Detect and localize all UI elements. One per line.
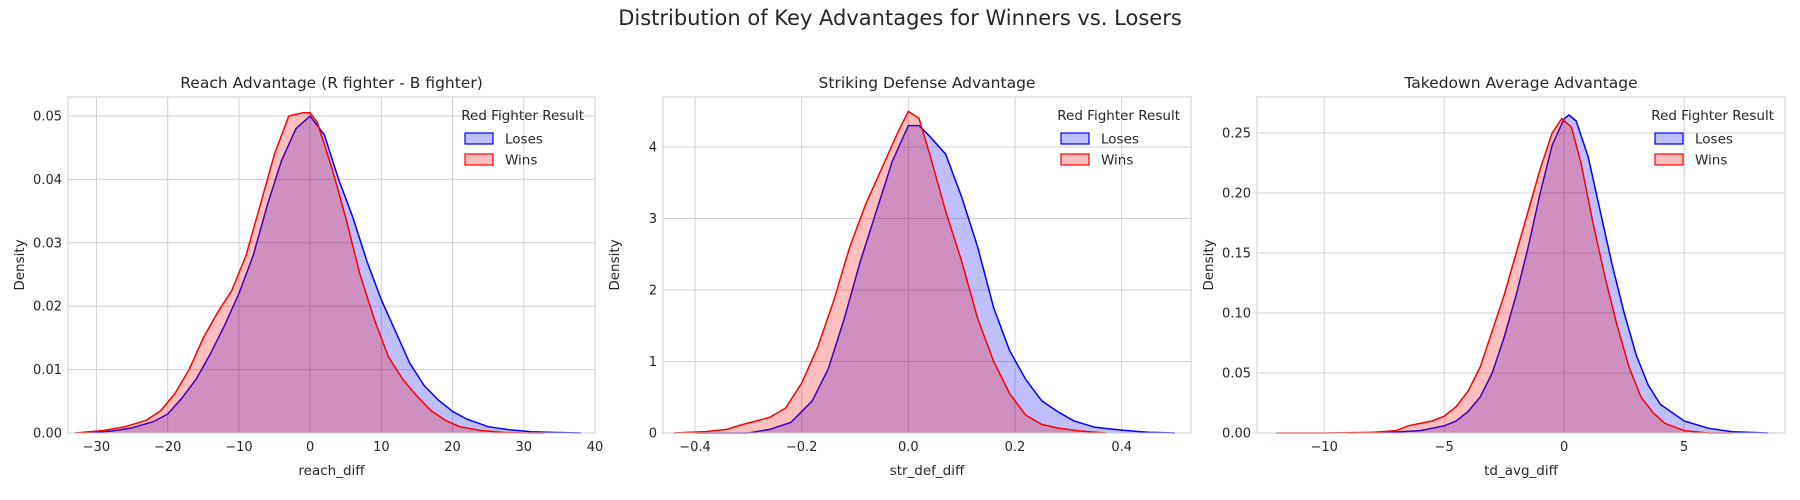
y-tick-label: 0.20	[1222, 187, 1251, 202]
y-tick-label: 0.04	[33, 173, 62, 188]
y-tick-label: 0.10	[1222, 307, 1251, 322]
x-tick-label: 30	[516, 440, 533, 455]
plot-frame	[1256, 96, 1786, 434]
x-tick-label: −30	[83, 440, 110, 455]
chart-title: Reach Advantage (R fighter - B fighter)	[180, 74, 483, 92]
x-axis-label: reach_diff	[298, 463, 365, 479]
x-tick-label: 40	[587, 440, 604, 455]
y-tick-label: 0.01	[33, 363, 62, 378]
series-line-wins	[673, 110, 1106, 434]
series-area-loses	[1348, 115, 1769, 433]
y-axis-label: Density	[607, 239, 623, 290]
y-tick-label: 0.00	[33, 427, 62, 442]
y-tick-label: 0	[649, 427, 657, 442]
chart-panel-3: −10 −5 0 5 0.00 0.05 0.10 0.15 0.20 0.25 Takedown …	[1201, 74, 1786, 479]
legend-swatch-wins	[464, 153, 494, 166]
x-tick-label: 0	[1560, 440, 1568, 455]
y-tick-label: 0.00	[1222, 427, 1251, 442]
legend-label-wins: Wins	[1101, 153, 1133, 169]
legend-swatch-wins	[1654, 153, 1684, 166]
x-tick-label: −20	[154, 440, 181, 455]
legend-swatch-loses	[464, 132, 494, 145]
series-area-wins	[673, 111, 1106, 434]
figure-title: Distribution of Key Advantages for Winne…	[618, 6, 1182, 30]
legend-title: Red Fighter Result	[1651, 108, 1774, 124]
y-tick-label: 2	[649, 284, 657, 299]
y-tick-label: 1	[649, 355, 657, 370]
x-tick-label: −10	[1310, 440, 1337, 455]
x-tick-label: −10	[225, 440, 252, 455]
y-axis-label: Density	[12, 239, 28, 290]
x-tick-label: −5	[1435, 440, 1454, 455]
y-tick-label: 0.25	[1222, 127, 1251, 142]
x-tick-label: 0	[306, 440, 314, 455]
legend-title: Red Fighter Result	[1057, 108, 1180, 124]
series-line-loses	[1348, 114, 1769, 434]
legend-swatch-loses	[1654, 132, 1684, 145]
x-tick-label: 20	[444, 440, 461, 455]
x-tick-label: 0.2	[1005, 440, 1026, 455]
y-tick-label: 0.15	[1222, 247, 1251, 262]
plot-frame	[662, 96, 1192, 434]
legend-label-wins: Wins	[505, 153, 537, 169]
legend-label-loses: Loses	[1695, 132, 1733, 148]
y-tick-label: 4	[649, 141, 657, 156]
x-tick-label: −0.4	[679, 440, 711, 455]
x-tick-label: 0.4	[1111, 440, 1132, 455]
y-tick-label: 0.05	[33, 110, 62, 125]
x-axis-label: str_def_diff	[890, 463, 965, 479]
legend-label-loses: Loses	[505, 132, 543, 148]
chart-panel-1: −30 −20 −10 0 10 20 30 40 0.00 0.01 0.02 0.03 0.04 0.…	[12, 74, 603, 479]
series-area-loses	[695, 125, 1175, 433]
chart-title: Striking Defense Advantage	[819, 74, 1036, 92]
series-line-wins	[75, 112, 546, 434]
series-line-loses	[82, 114, 581, 434]
y-tick-label: 0.02	[33, 300, 62, 315]
y-tick-label: 0.03	[33, 236, 62, 251]
chart-title: Takedown Average Advantage	[1403, 74, 1637, 92]
legend-label-loses: Loses	[1101, 132, 1139, 148]
series-area-loses	[82, 116, 581, 433]
legend-title: Red Fighter Result	[461, 108, 584, 124]
y-tick-label: 3	[649, 212, 657, 227]
plot-frame	[67, 96, 596, 434]
chart-panel-2: −0.4 −0.2 0.0 0.2 0.4 0 1 2 3 4 Striking Defense A…	[607, 74, 1192, 479]
x-axis-label: td_avg_diff	[1484, 463, 1559, 479]
legend-label-wins: Wins	[1695, 153, 1727, 169]
series-area-wins	[75, 112, 546, 434]
series-line-wins	[1276, 117, 1733, 434]
series-area-wins	[1276, 118, 1733, 433]
series-line-loses	[695, 124, 1176, 434]
y-axis-label: Density	[1201, 239, 1217, 290]
x-tick-label: 5	[1680, 440, 1688, 455]
x-tick-label: 10	[373, 440, 390, 455]
legend-swatch-wins	[1060, 153, 1090, 166]
x-tick-label: 0.0	[898, 440, 919, 455]
legend-swatch-loses	[1060, 132, 1090, 145]
y-tick-label: 0.05	[1222, 367, 1251, 382]
x-tick-label: −0.2	[786, 440, 818, 455]
